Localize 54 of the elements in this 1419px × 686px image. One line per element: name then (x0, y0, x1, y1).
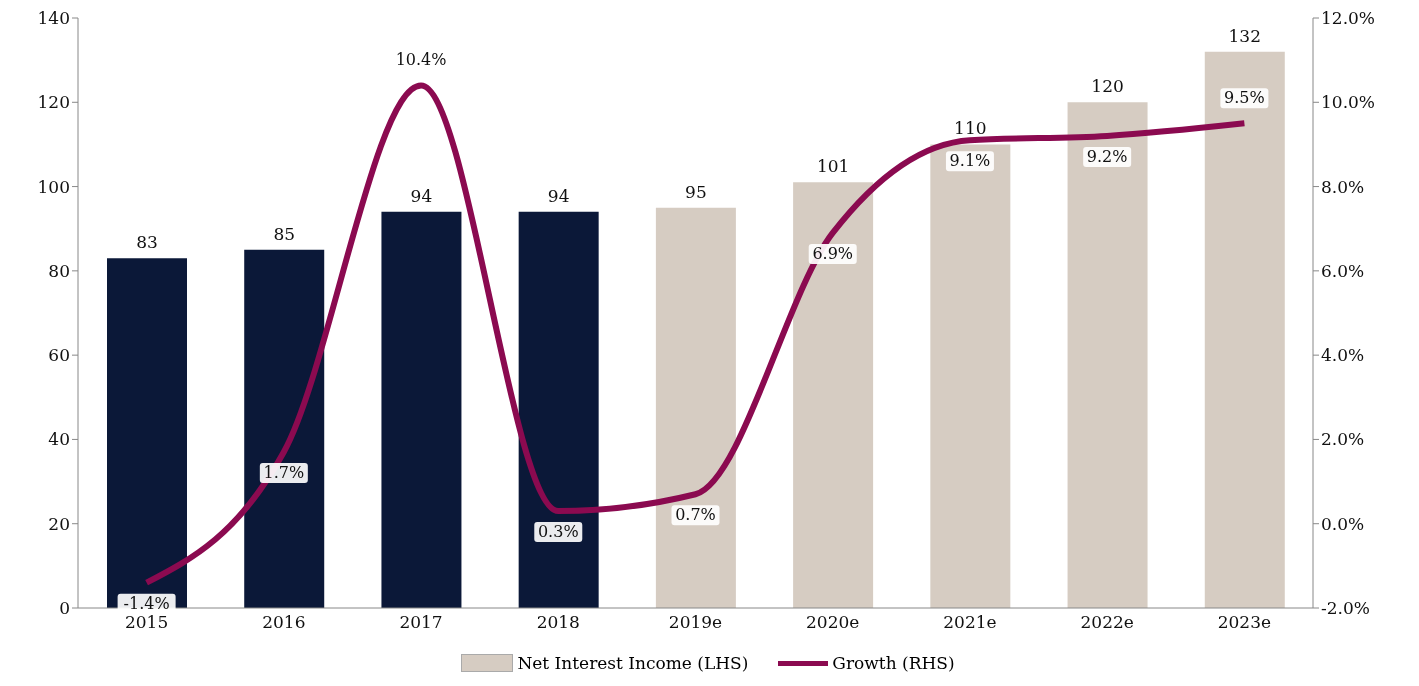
y-tick-label: 100 (37, 176, 70, 197)
data-label: 9.1% (949, 151, 991, 171)
data-label: 9.2% (1086, 147, 1128, 166)
x-tick-label: 2022e (1080, 612, 1134, 633)
data-label: 1.7% (263, 463, 305, 483)
data-label: 120 (1091, 76, 1124, 97)
x-tick-label: 2020e (806, 612, 860, 633)
y-tick-label: 60 (48, 345, 70, 366)
y2-tick-label: 6.0% (1321, 260, 1365, 281)
y2-tick-label: 8.0% (1321, 176, 1365, 197)
y-tick-label: 0 (59, 598, 70, 619)
x-tick-label: 2018 (536, 612, 580, 633)
data-label: -1.4% (123, 593, 170, 613)
bar (518, 211, 599, 608)
bar (1067, 102, 1148, 608)
bar (244, 249, 325, 608)
x-tick-label: 2021e (943, 612, 997, 633)
data-label: 95 (685, 181, 707, 202)
legend-label: Net Interest Income (LHS) (517, 653, 749, 673)
y-tick-label: 20 (48, 513, 70, 534)
data-label: 101 (816, 156, 850, 177)
data-label: 10.4% (395, 50, 447, 70)
y2-tick-label: -2.0% (1321, 598, 1370, 619)
bar (1204, 51, 1285, 608)
legend-label: Growth (RHS) (832, 653, 955, 673)
bar (793, 182, 874, 608)
y2-tick-label: 4.0% (1321, 345, 1365, 366)
data-label: 6.9% (812, 243, 854, 263)
y-tick-label: 140 (37, 8, 70, 29)
data-label: 0.3% (537, 522, 579, 542)
x-tick-label: 2017 (399, 612, 443, 633)
y-tick-label: 120 (37, 92, 70, 113)
y2-tick-label: 12.0% (1321, 8, 1376, 29)
x-tick-label: 2023e (1217, 612, 1272, 633)
data-label: 85 (273, 223, 296, 244)
y2-tick-label: 10.0% (1321, 92, 1376, 113)
x-tick-label: 2019e (668, 612, 723, 633)
y2-tick-label: 0.0% (1321, 513, 1365, 534)
data-label: 0.7% (675, 505, 716, 525)
y-tick-label: 40 (48, 429, 70, 450)
data-label: 110 (954, 118, 987, 139)
bar (107, 258, 187, 608)
bar (655, 207, 736, 608)
y2-tick-label: 2.0% (1321, 429, 1365, 450)
x-tick-label: 2015 (124, 612, 169, 633)
data-label: 94 (547, 185, 570, 206)
y-tick-label: 80 (48, 260, 70, 281)
data-label: 83 (136, 232, 158, 253)
data-label: 94 (410, 185, 433, 206)
bar (930, 144, 1011, 608)
bar (381, 211, 462, 608)
data-label: 9.5% (1224, 88, 1265, 108)
data-label: 132 (1228, 25, 1261, 46)
x-tick-label: 2016 (262, 612, 306, 633)
